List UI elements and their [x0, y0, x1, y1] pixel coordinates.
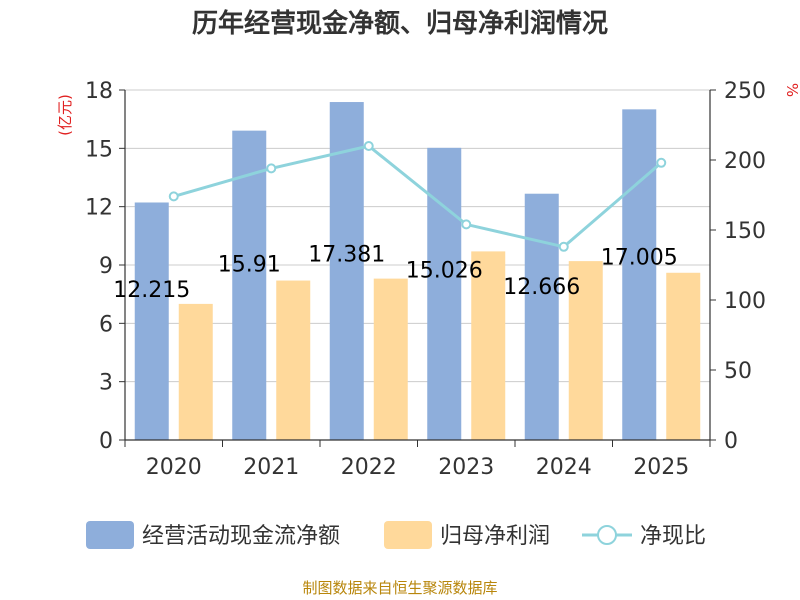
- bar-operating-cashflow: [134, 202, 169, 440]
- source-note: 制图数据来自恒生聚源数据库: [302, 579, 497, 597]
- left-tick-label: 15: [85, 137, 113, 162]
- right-tick-label: 100: [724, 289, 766, 314]
- line-series: [168, 141, 667, 252]
- right-tick-label: 200: [724, 149, 766, 174]
- right-tick-label: 250: [724, 79, 766, 104]
- bar-operating-cashflow: [524, 193, 559, 440]
- data-label: 15.91: [218, 253, 281, 278]
- bar-operating-cashflow: [329, 102, 364, 441]
- ratio-point: [168, 191, 179, 202]
- x-tick-label: 2023: [438, 455, 494, 480]
- gridlines: [125, 89, 710, 383]
- x-tick-label: 2021: [243, 455, 299, 480]
- left-tick-label: 6: [99, 312, 113, 337]
- ratio-point: [558, 241, 569, 252]
- tick-labels: 0 3 6 9 12 15 18 0 50 100 150 200 250 2020 2021 2022 202…: [85, 79, 766, 480]
- data-label: 12.215: [113, 278, 190, 303]
- ratio-point: [656, 157, 667, 168]
- axes: [119, 89, 716, 447]
- x-tick-label: 2020: [146, 455, 202, 480]
- right-tick-label: 50: [724, 359, 752, 384]
- left-tick-label: 18: [85, 79, 113, 104]
- right-tick-label: 150: [724, 219, 766, 244]
- legend-swatch-ratio-marker: [597, 525, 617, 545]
- data-label: 17.381: [308, 243, 385, 268]
- ratio-point: [363, 141, 374, 151]
- left-tick-label: 0: [99, 429, 113, 454]
- left-tick-label: 9: [99, 254, 113, 279]
- bar-operating-cashflow: [232, 130, 267, 440]
- bar-net-profit: [178, 303, 213, 440]
- ratio-point: [461, 219, 472, 230]
- data-labels: 12.215 15.91 17.381 15.026 12.666 17.005: [113, 243, 677, 303]
- bar-net-profit: [666, 272, 701, 440]
- left-tick-label: 3: [99, 371, 113, 396]
- legend-label-ratio: 净现比: [640, 524, 706, 549]
- ratio-line: [173, 144, 663, 249]
- bar-net-profit: [568, 261, 603, 440]
- chart-title: 历年经营现金净额、归母净利润情况: [192, 8, 608, 39]
- data-label: 17.005: [601, 245, 678, 270]
- x-tick-label: 2022: [341, 455, 397, 480]
- bar-net-profit: [471, 251, 506, 440]
- legend-swatch-net-profit: [384, 521, 432, 549]
- ratio-point: [266, 163, 277, 174]
- x-tick-label: 2024: [536, 455, 592, 480]
- bar-operating-cashflow: [427, 147, 462, 441]
- data-label: 15.026: [406, 259, 483, 284]
- right-tick-label: 0: [724, 429, 738, 454]
- bar-net-profit: [276, 280, 311, 440]
- left-axis-unit: (亿元): [56, 94, 74, 136]
- bars: [134, 102, 701, 441]
- data-label: 12.666: [503, 275, 580, 300]
- legend: 经营活动现金流净额 归母净利润 净现比: [86, 521, 706, 549]
- legend-label-operating-cashflow: 经营活动现金流净额: [142, 524, 340, 549]
- legend-swatch-operating-cashflow: [86, 521, 134, 549]
- right-axis-unit: %: [783, 83, 800, 97]
- left-tick-label: 12: [85, 196, 113, 221]
- x-tick-label: 2025: [633, 455, 689, 480]
- bar-net-profit: [373, 278, 408, 440]
- legend-label-net-profit: 归母净利润: [440, 524, 550, 549]
- bar-operating-cashflow: [622, 109, 657, 440]
